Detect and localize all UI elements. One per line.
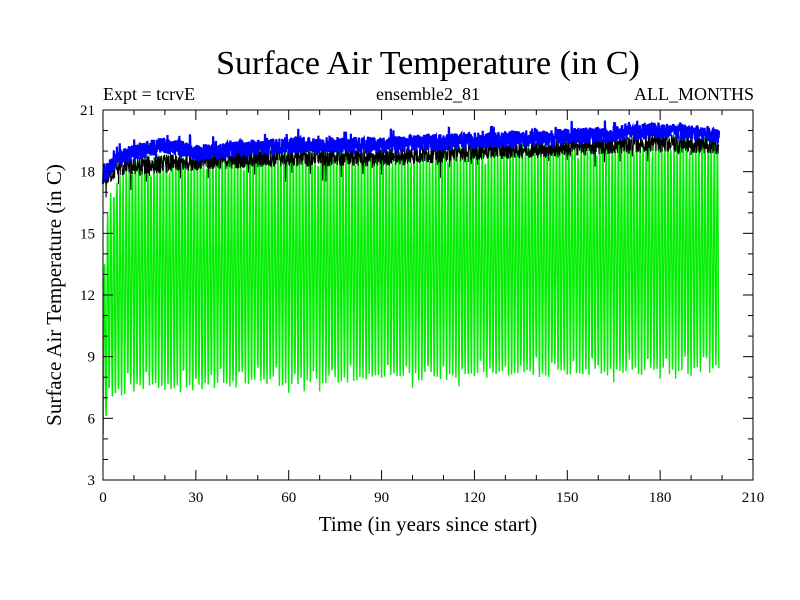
green-series bbox=[102, 135, 720, 436]
blue-series bbox=[101, 120, 721, 184]
y-tick-label: 21 bbox=[80, 103, 95, 119]
green-series-line bbox=[102, 135, 720, 436]
blue-series-line bbox=[101, 120, 721, 184]
y-tick-label: 15 bbox=[80, 226, 95, 242]
x-tick-label: 60 bbox=[281, 490, 296, 506]
plot-area bbox=[101, 120, 721, 436]
x-tick-label: 150 bbox=[556, 490, 579, 506]
subtitle-expt: Expt = tcrvE bbox=[103, 84, 195, 104]
chart-title: Surface Air Temperature (in C) bbox=[216, 45, 640, 82]
subtitle-months: ALL_MONTHS bbox=[634, 84, 754, 104]
x-tick-label: 180 bbox=[649, 490, 672, 506]
subtitle-ensemble: ensemble2_81 bbox=[376, 84, 480, 104]
y-tick-label: 9 bbox=[88, 350, 96, 366]
y-tick-label: 18 bbox=[80, 165, 95, 181]
x-tick-label: 210 bbox=[742, 490, 765, 506]
x-tick-label: 30 bbox=[188, 490, 203, 506]
axis-ticks bbox=[102, 109, 754, 481]
y-tick-labels: 3 6 9 12 15 18 21 bbox=[80, 103, 96, 489]
black-series bbox=[102, 133, 720, 198]
x-tick-labels: 0 30 60 90 120 150 180 210 bbox=[99, 490, 764, 506]
y-tick-label: 3 bbox=[88, 473, 96, 489]
black-series-line bbox=[102, 133, 720, 198]
x-tick-label: 0 bbox=[99, 490, 107, 506]
y-axis-label: Surface Air Temperature (in C) bbox=[42, 164, 66, 426]
x-tick-label: 120 bbox=[463, 490, 486, 506]
x-tick-label: 90 bbox=[374, 490, 389, 506]
y-tick-label: 12 bbox=[80, 288, 95, 304]
y-tick-label: 6 bbox=[88, 411, 96, 427]
x-axis-label: Time (in years since start) bbox=[319, 512, 538, 536]
